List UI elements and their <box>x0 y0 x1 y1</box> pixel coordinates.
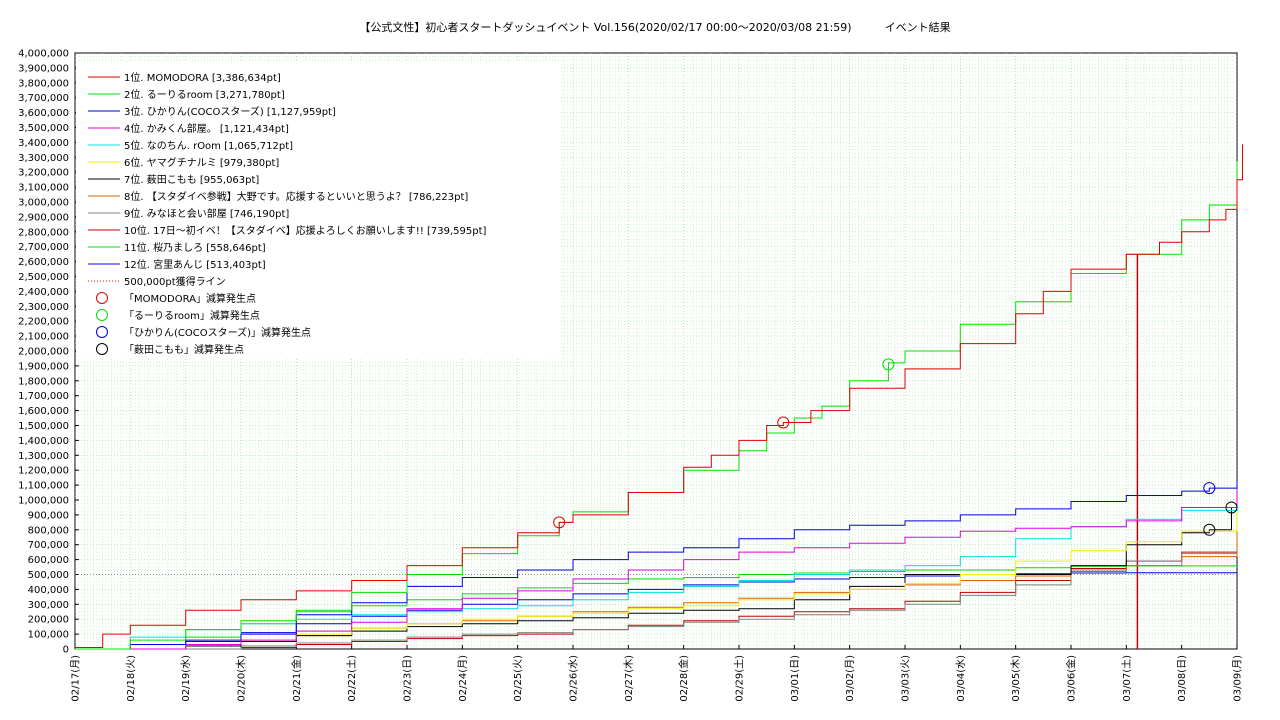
y-tick-label: 1,000,000 <box>18 496 69 507</box>
legend-entry: 11位. 桜乃ましろ [558,646pt] <box>124 241 266 254</box>
legend-entry: 10位. 17日〜初イベ！【スタダイベ】応援よろしくお願いします!! [739,… <box>124 224 487 237</box>
y-tick-label: 600,000 <box>28 555 69 566</box>
y-tick-label: 1,800,000 <box>18 376 69 387</box>
y-tick-label: 3,300,000 <box>18 153 69 164</box>
legend-entry: 500,000pt獲得ライン <box>124 275 226 288</box>
x-tick-label: 03/02(月) <box>844 655 856 702</box>
y-tick-label: 1,400,000 <box>18 436 69 447</box>
y-tick-label: 4,000,000 <box>18 49 69 60</box>
x-tick-label: 02/26(水) <box>568 655 580 702</box>
legend-entry: 6位. ヤマグチナルミ [979,380pt] <box>124 156 279 169</box>
y-tick-label: 1,700,000 <box>18 391 69 402</box>
legend-entry: 9位. みなほと会い部屋 [746,190pt] <box>124 207 289 220</box>
x-tick-label: 02/18(火) <box>125 655 137 702</box>
y-tick-label: 2,200,000 <box>18 317 69 328</box>
x-tick-label: 02/19(水) <box>180 655 192 702</box>
y-tick-label: 900,000 <box>28 510 69 521</box>
y-tick-label: 1,200,000 <box>18 466 69 477</box>
y-tick-label: 3,700,000 <box>18 93 69 104</box>
x-tick-label: 03/01(日) <box>790 655 801 702</box>
marker-point <box>553 516 566 529</box>
x-tick-label: 03/03(火) <box>900 655 912 702</box>
legend-marker <box>96 326 108 338</box>
marker-point <box>777 416 790 429</box>
x-tick-label: 03/06(金) <box>1065 655 1078 702</box>
y-tick-label: 2,500,000 <box>18 272 69 283</box>
series-line <box>75 481 1238 650</box>
series-line <box>75 480 1238 650</box>
x-tick-label: 02/25(火) <box>512 655 524 702</box>
legend-entry: 1位. MOMODORA [3,386,634pt] <box>124 71 281 84</box>
y-tick-label: 800,000 <box>28 525 69 536</box>
x-tick-label: 03/09(月) <box>1232 655 1244 702</box>
y-tick-label: 0 <box>63 645 69 656</box>
y-tick-label: 1,500,000 <box>18 421 69 432</box>
y-tick-label: 400,000 <box>28 585 69 596</box>
marker-point <box>1203 523 1216 536</box>
y-tick-label: 2,900,000 <box>18 212 69 223</box>
legend-entry: 4位. かみくん部屋。 [1,121,434pt] <box>124 122 289 135</box>
y-tick-label: 2,000,000 <box>18 347 69 358</box>
y-tick-label: 1,600,000 <box>18 406 69 417</box>
legend-marker <box>96 292 108 304</box>
y-tick-label: 3,000,000 <box>18 198 69 209</box>
x-tick-label: 02/23(日) <box>403 655 414 702</box>
x-tick-label: 02/24(月) <box>457 655 469 702</box>
y-tick-label: 2,400,000 <box>18 287 69 298</box>
legend-entry: 2位. るーりるroom [3,271,780pt] <box>124 88 285 101</box>
x-tick-label: 03/04(水) <box>955 655 967 702</box>
y-tick-label: 500,000 <box>28 570 69 581</box>
legend-entry: 「薮田こもも」減算発生点 <box>124 343 244 356</box>
y-tick-label: 300,000 <box>28 600 69 611</box>
x-tick-label: 02/27(木) <box>623 655 635 702</box>
x-tick-label: 02/21(金) <box>290 655 303 702</box>
y-tick-label: 3,200,000 <box>18 168 69 179</box>
y-tick-label: 3,800,000 <box>18 78 69 89</box>
legend-box <box>76 62 561 359</box>
y-tick-label: 2,600,000 <box>18 257 69 268</box>
y-tick-label: 2,800,000 <box>18 227 69 238</box>
series-line <box>75 503 1238 650</box>
legend-marker <box>96 343 108 355</box>
x-tick-label: 02/22(土) <box>345 655 358 702</box>
x-tick-label: 02/20(木) <box>236 655 248 702</box>
series-line <box>75 144 1243 648</box>
y-tick-label: 200,000 <box>28 615 69 626</box>
legend-entry: 3位. ひかりん(COCOスターズ) [1,127,959pt] <box>124 105 336 118</box>
x-tick-label: 02/28(金) <box>677 655 690 702</box>
chart-title: 【公式文性】初心者スタートダッシュイベント Vol.156(2020/02/17… <box>359 21 951 34</box>
marker-point <box>1225 501 1238 514</box>
legend-entry: 「るーりるroom」減算発生点 <box>124 309 260 322</box>
y-tick-label: 100,000 <box>28 630 69 641</box>
y-tick-label: 1,900,000 <box>18 361 69 372</box>
y-tick-label: 1,300,000 <box>18 451 69 462</box>
y-tick-label: 2,700,000 <box>18 242 69 253</box>
x-tick-label: 03/08(日) <box>1177 655 1188 702</box>
x-tick-label: 03/07(土) <box>1120 655 1133 702</box>
y-tick-label: 2,300,000 <box>18 302 69 313</box>
y-tick-label: 3,400,000 <box>18 138 69 149</box>
y-tick-label: 700,000 <box>28 540 69 551</box>
legend-entry: 7位. 薮田こもも [955,063pt] <box>124 173 259 186</box>
y-tick-label: 3,600,000 <box>18 108 69 119</box>
y-tick-label: 2,100,000 <box>18 332 69 343</box>
marker-point <box>1203 482 1216 495</box>
x-tick-label: 02/17(月) <box>70 655 82 702</box>
y-tick-label: 3,900,000 <box>18 63 69 74</box>
x-tick-label: 03/05(木) <box>1010 655 1022 702</box>
y-tick-label: 3,500,000 <box>18 123 69 134</box>
x-tick-label: 02/29(土) <box>733 655 746 702</box>
legend-entry: 「ひかりん(COCOスターズ)」減算発生点 <box>124 326 311 339</box>
legend-entry: 5位. なのちん. rOom [1,065,712pt] <box>124 139 293 152</box>
legend-entry: 8位. 【スタダイベ参戦】大野です。応援するといいと思うよ？ [786,223p… <box>124 190 468 203</box>
series-line <box>75 506 1238 650</box>
y-tick-label: 1,100,000 <box>18 481 69 492</box>
legend-marker <box>96 309 108 321</box>
legend-entry: 12位. 宮里あんじ [513,403pt] <box>124 258 266 271</box>
y-tick-label: 3,100,000 <box>18 183 69 194</box>
legend-entry: 「MOMODORA」減算発生点 <box>124 292 256 305</box>
marker-point <box>882 358 895 371</box>
